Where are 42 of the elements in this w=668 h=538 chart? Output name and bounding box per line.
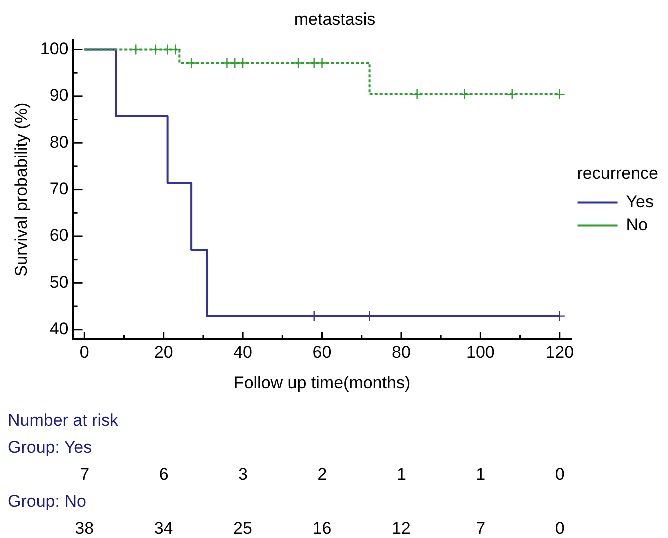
x-tick-label: 100 xyxy=(466,343,495,362)
text: 12 xyxy=(392,519,411,538)
x-tick-label: 120 xyxy=(546,343,574,362)
y-tick-label: 50 xyxy=(50,272,69,292)
y-tick-label: 40 xyxy=(50,320,69,339)
text: 25 xyxy=(234,519,252,538)
y-tick-label: 100 xyxy=(40,39,69,58)
y-tick-label: 80 xyxy=(50,132,69,152)
x-axis-title: Follow up time(months) xyxy=(234,373,411,392)
text: 34 xyxy=(154,519,174,538)
y-tick-label: 70 xyxy=(50,179,69,198)
text: 2 xyxy=(318,465,328,486)
point xyxy=(459,88,470,100)
text: 1 xyxy=(476,465,486,486)
text: 38 xyxy=(75,519,94,538)
legend-label: Yes xyxy=(626,192,654,212)
point xyxy=(554,88,566,100)
x-tick-label: 60 xyxy=(312,343,332,362)
point xyxy=(308,58,320,69)
text: 1 xyxy=(396,465,406,486)
legend-title: recurrence xyxy=(577,164,659,183)
text: 16 xyxy=(312,519,332,538)
x-tick-label: 0 xyxy=(80,343,90,362)
x-tick-label: 40 xyxy=(234,343,253,362)
text: 6 xyxy=(159,465,169,486)
text: Number at risk xyxy=(8,411,119,432)
text: 7 xyxy=(80,465,90,486)
text: 0 xyxy=(555,465,565,486)
y-axis-title: Survival probability (%) xyxy=(12,102,31,277)
legend-label: No xyxy=(626,215,648,234)
chart-title: metastasis xyxy=(294,10,376,29)
y-tick-label: 60 xyxy=(50,226,69,246)
point xyxy=(230,58,241,69)
text: Group: No xyxy=(8,492,86,512)
text: 0 xyxy=(555,519,565,538)
text: Group: Yes xyxy=(8,438,92,458)
x-tick-label: 20 xyxy=(154,343,174,362)
point xyxy=(162,44,174,56)
x-tick-label: 80 xyxy=(392,343,411,362)
text: 7 xyxy=(476,519,486,538)
text: 3 xyxy=(238,465,248,486)
y-tick-label: 90 xyxy=(50,86,69,106)
